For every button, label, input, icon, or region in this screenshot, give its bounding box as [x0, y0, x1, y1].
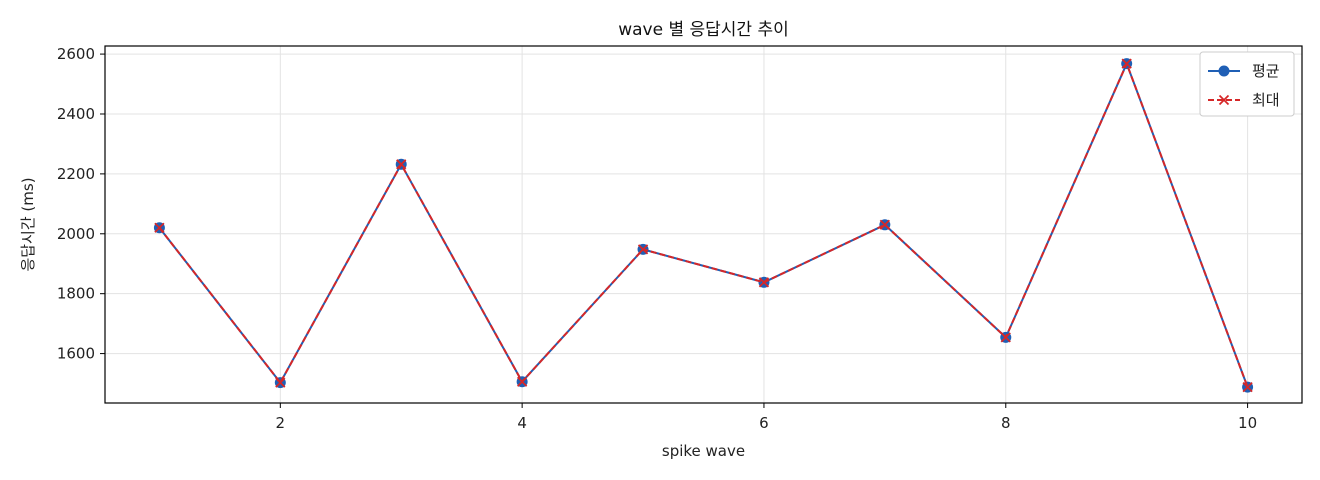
x-axis-ticks: 2 4 6 8 10	[276, 403, 1257, 432]
y-axis-title: 응답시간 (ms)	[19, 177, 37, 271]
x-axis-title: spike wave	[662, 442, 745, 460]
series-line	[158, 62, 1249, 388]
legend-marker	[1218, 94, 1230, 106]
data-point	[1121, 58, 1132, 69]
data-point	[758, 277, 770, 288]
series-2	[154, 58, 1253, 393]
legend-item: 평균	[1208, 62, 1280, 80]
legend-label: 평균	[1252, 62, 1280, 80]
y-axis-ticks: 1600 1800 2000 2200 2400 2600	[57, 45, 105, 363]
chart-title: wave 별 응답시간 추이	[618, 20, 789, 40]
data-point	[154, 222, 165, 233]
legend-item: 최대	[1208, 91, 1280, 109]
data-point	[1000, 332, 1011, 343]
x-tick-label: 2	[276, 414, 286, 432]
y-tick-label: 1800	[57, 285, 95, 303]
data-point	[637, 244, 649, 255]
x-tick-label: 6	[759, 414, 769, 432]
legend-marker	[1218, 65, 1230, 77]
data-point	[275, 377, 286, 388]
y-tick-label: 1600	[57, 345, 95, 363]
data-point	[396, 159, 407, 170]
data-point	[879, 219, 891, 230]
y-tick-label: 2400	[57, 105, 95, 123]
x-tick-label: 8	[1001, 414, 1011, 432]
x-tick-label: 4	[517, 414, 527, 432]
series-1	[153, 58, 1254, 393]
legend-box	[1199, 51, 1295, 117]
plot-frame	[104, 45, 1303, 404]
data-point	[1242, 381, 1253, 393]
series-line	[158, 62, 1249, 388]
y-tick-label: 2200	[57, 165, 95, 183]
y-tick-label: 2000	[57, 225, 95, 243]
data-point	[516, 376, 528, 387]
y-tick-label: 2600	[57, 45, 95, 63]
legend-label: 최대	[1252, 91, 1280, 109]
x-tick-label: 10	[1238, 414, 1257, 432]
series-layer	[153, 58, 1254, 393]
grid	[105, 46, 1302, 403]
